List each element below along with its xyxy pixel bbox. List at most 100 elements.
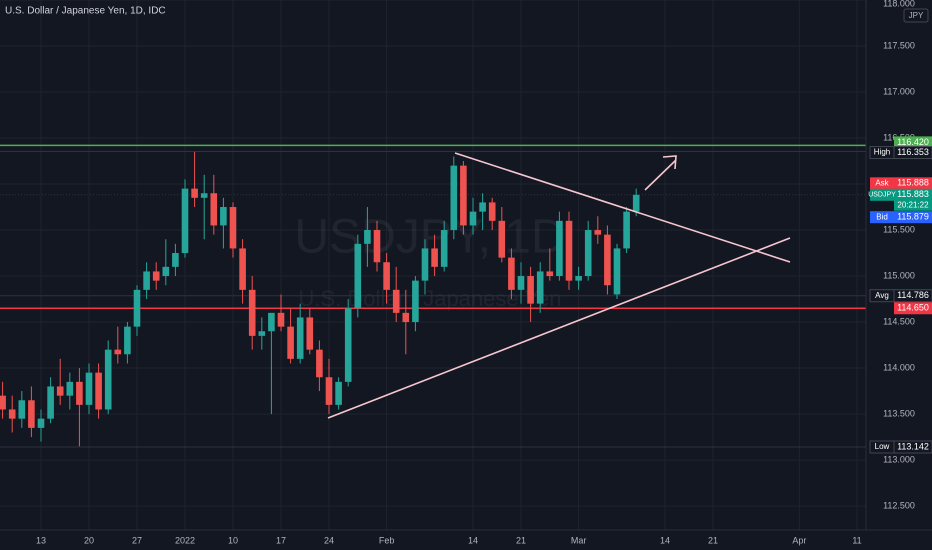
x-tick-label: 11 [852, 535, 861, 545]
candle-body [344, 308, 352, 382]
price-tag-value: 116.353 [897, 147, 929, 157]
candle-body [421, 248, 429, 281]
price-tag-name: USDJPY [868, 192, 896, 199]
candle-body [18, 400, 26, 419]
price-tag-value: 113.142 [897, 441, 929, 451]
candle-body [440, 230, 448, 267]
candle-body [28, 400, 35, 428]
watermark: USDJPY, 1D [294, 211, 565, 264]
candle-body [239, 248, 246, 290]
drawings [327, 152, 791, 419]
levels [0, 144, 866, 448]
candle-body [229, 207, 237, 249]
y-tick-label: 117.000 [883, 86, 915, 96]
candle-body [220, 207, 227, 226]
candle-body [172, 253, 179, 267]
candle-body [488, 202, 496, 221]
candle-body [133, 289, 141, 327]
currency-button-label[interactable]: JPY [909, 11, 924, 20]
price-tag-name: Low [875, 442, 890, 451]
price-tag-name-box [869, 440, 895, 454]
countdown: 20:21:22 [897, 200, 929, 209]
candle-body [565, 220, 573, 281]
candle-body [632, 194, 640, 212]
x-tick-label: 2022 [175, 535, 195, 545]
price-tag-value: 115.879 [897, 212, 929, 222]
candle-body [181, 188, 189, 254]
candle-body [95, 372, 102, 410]
y-tick-label: 114.500 [883, 316, 915, 326]
price-tag-name: Avg [875, 291, 889, 300]
x-tick-label: Feb [379, 535, 395, 545]
y-tick-label: 113.500 [883, 408, 915, 418]
x-tick-label: Mar [571, 535, 587, 545]
currency-button[interactable] [903, 8, 929, 23]
x-tick-label: 14 [660, 535, 670, 545]
candle-body [76, 381, 83, 405]
x-tick-label: 13 [36, 535, 46, 545]
price-tag-name-box [869, 146, 895, 160]
price-tag-value: 114.650 [897, 303, 929, 313]
candle-body [287, 326, 294, 359]
candle-body [402, 312, 410, 323]
candle-body [114, 349, 122, 355]
y-tick-label: 112.500 [883, 500, 915, 510]
candle-body [0, 395, 6, 410]
price-tag-box [894, 302, 932, 315]
price-tag-value: 116.420 [897, 137, 929, 147]
candle-body [210, 193, 218, 226]
chart-title: U.S. Dollar / Japanese Yen, 1D, IDC [5, 6, 166, 17]
candle-body [431, 248, 438, 267]
candle-body [392, 289, 400, 313]
candle-body [517, 276, 525, 290]
candle-body [373, 230, 381, 263]
candle-body [594, 230, 602, 235]
candle-body [584, 230, 592, 277]
x-tick-label: 10 [228, 535, 238, 545]
candle-body [325, 377, 333, 405]
x-tick-label: 17 [276, 535, 286, 545]
candle-body [8, 409, 16, 419]
candle-body [479, 202, 486, 212]
y-tick-label: 115.000 [883, 270, 915, 280]
candle-body [268, 312, 275, 332]
candles [0, 151, 640, 447]
candle-body [258, 331, 266, 336]
price-tag-box [894, 136, 932, 149]
x-tick-label: 24 [324, 535, 334, 545]
candle-body [191, 188, 198, 198]
candle-body [383, 262, 390, 290]
candle-body [613, 248, 621, 295]
x-tick-label: 20 [84, 535, 94, 545]
x-tick-label: 27 [132, 535, 142, 545]
candle-body [354, 243, 362, 309]
candle-body [536, 271, 544, 304]
candle-body [316, 349, 323, 378]
price-tag-name-box [870, 188, 894, 201]
candle-body [56, 386, 64, 396]
candle-body [152, 271, 160, 281]
price-tag-value: 115.888 [897, 178, 929, 188]
x-tick-label: Apr [792, 535, 806, 545]
candle-body [248, 289, 256, 336]
candle-body [143, 271, 150, 290]
x-tick-label: 21 [516, 535, 526, 545]
price-tag-name: Ask [875, 178, 889, 187]
candle-body [104, 349, 112, 410]
price-tag-name: Bid [876, 212, 888, 221]
price-tag-value: 115.883 [897, 189, 929, 199]
price-tag-value: 114.786 [897, 290, 929, 300]
price-tag-name-box [870, 177, 894, 190]
candle-body [364, 230, 371, 244]
candle-body [412, 280, 419, 323]
price-tag-box [894, 188, 932, 201]
candle-body [124, 326, 131, 355]
price-tag-name-box [869, 289, 895, 303]
trend-line [454, 152, 791, 263]
arrow [644, 159, 677, 191]
y-tick-label: 117.500 [883, 40, 915, 50]
candle-body [200, 193, 208, 198]
candle-body [604, 234, 611, 286]
